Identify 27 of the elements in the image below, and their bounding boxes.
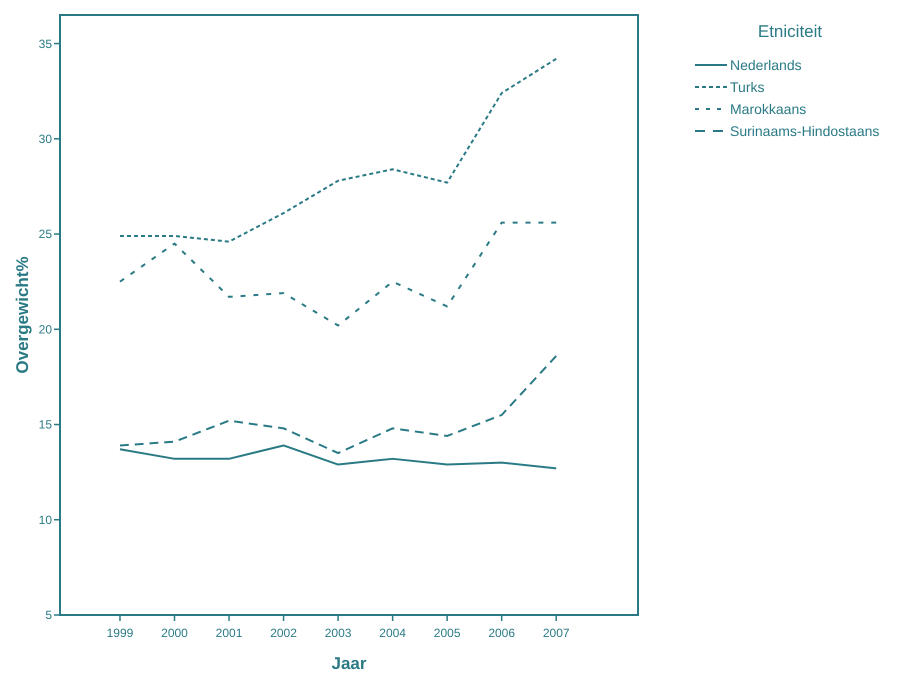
legend-label: Surinaams-Hindostaans	[730, 122, 880, 139]
x-tick-label: 2002	[270, 626, 298, 640]
legend-label: Nederlands	[730, 56, 802, 73]
x-tick-label: 2001	[216, 626, 243, 640]
legend-label: Turks	[730, 78, 764, 95]
y-tick-label: 25	[38, 227, 52, 242]
y-tick-label: 35	[38, 36, 52, 51]
line-series	[118, 58, 558, 243]
x-tick-label: 1999	[106, 626, 134, 640]
y-tick-label: 20	[38, 322, 52, 336]
x-tick-label: 2003	[324, 626, 352, 640]
line-series	[118, 444, 558, 470]
y-tick-label: 30	[38, 132, 52, 146]
x-tick-label: 2004	[379, 626, 406, 640]
line-series	[118, 222, 558, 326]
x-tick-label: 2000	[161, 626, 188, 640]
y-tick-label: 15	[38, 418, 52, 432]
y-axis-title: Overgewicht%	[13, 256, 32, 374]
x-tick-label: 2005	[434, 626, 461, 640]
legend-label: Marokkaans	[730, 100, 806, 117]
legend-title: Etniciteit	[758, 22, 822, 41]
x-tick-label: 2007	[542, 626, 570, 640]
y-tick-label: 10	[38, 512, 52, 527]
line-series	[118, 354, 558, 454]
x-tick-label: 2006	[488, 626, 516, 640]
x-axis-title: Jaar	[332, 654, 367, 673]
y-tick-label: 5	[45, 608, 52, 622]
